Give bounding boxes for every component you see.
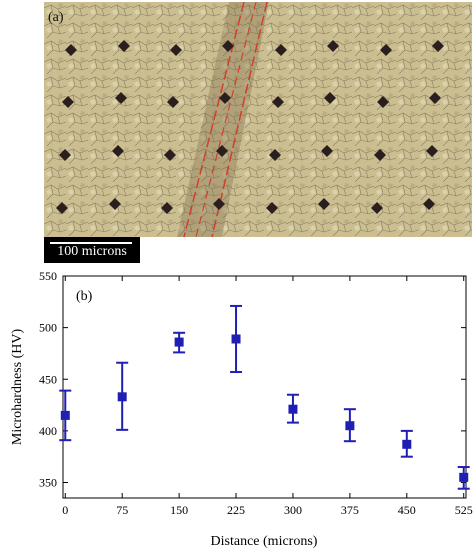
microhardness-chart: (b) 350 400 450 500 550 0 75 150 225 300 375 450 52… bbox=[10, 269, 473, 549]
indent-mark bbox=[213, 198, 225, 210]
indent-mark bbox=[321, 145, 333, 157]
scale-bar-line bbox=[50, 242, 132, 244]
indent-mark bbox=[216, 145, 228, 157]
indent-mark bbox=[327, 40, 339, 52]
data-point bbox=[117, 392, 127, 402]
y-axis-title: Microhardness (HV) bbox=[10, 329, 25, 446]
indent-mark bbox=[371, 202, 383, 214]
x-tick-label: 225 bbox=[227, 503, 245, 517]
indent-mark bbox=[62, 96, 74, 108]
indent-mark bbox=[324, 92, 336, 104]
scale-bar-label: 100 microns bbox=[57, 244, 127, 259]
indent-mark bbox=[118, 40, 130, 52]
indent-mark bbox=[161, 202, 173, 214]
deformation-band bbox=[177, 2, 269, 237]
micrograph-background bbox=[44, 2, 472, 237]
x-tick-label: 450 bbox=[398, 503, 416, 517]
indent-mark bbox=[112, 145, 124, 157]
indent-mark bbox=[109, 198, 121, 210]
x-tick-label: 525 bbox=[455, 503, 473, 517]
panel-a-label: (a) bbox=[48, 10, 64, 25]
indent-mark bbox=[318, 198, 330, 210]
indent-mark bbox=[374, 149, 386, 161]
indent-mark bbox=[59, 149, 71, 161]
indent-mark bbox=[164, 149, 176, 161]
x-tick-label: 0 bbox=[62, 503, 68, 517]
indent-mark bbox=[65, 44, 77, 56]
indent-mark bbox=[222, 40, 234, 52]
data-point bbox=[288, 404, 298, 414]
indent-mark bbox=[170, 44, 182, 56]
data-point bbox=[231, 334, 241, 344]
x-tick-label: 300 bbox=[284, 503, 302, 517]
indent-mark bbox=[426, 145, 438, 157]
y-tick-label: 550 bbox=[39, 269, 57, 283]
x-tick-label: 75 bbox=[116, 503, 128, 517]
indent-mark bbox=[423, 198, 435, 210]
indent-mark bbox=[275, 44, 287, 56]
data-point bbox=[345, 421, 355, 431]
y-tick-label: 400 bbox=[39, 424, 57, 438]
data-point bbox=[402, 439, 412, 449]
indent-mark bbox=[429, 92, 441, 104]
panel-b-label: (b) bbox=[76, 289, 93, 304]
plot-frame bbox=[62, 275, 467, 499]
data-point bbox=[60, 410, 70, 420]
indent-mark bbox=[269, 149, 281, 161]
indent-mark bbox=[380, 44, 392, 56]
x-tick-label: 150 bbox=[170, 503, 188, 517]
data-point bbox=[174, 337, 184, 347]
indent-mark bbox=[219, 92, 231, 104]
micrograph-image bbox=[44, 2, 472, 237]
y-tick-label: 350 bbox=[39, 476, 57, 490]
data-point bbox=[459, 472, 469, 482]
indent-mark bbox=[56, 202, 68, 214]
indent-mark bbox=[115, 92, 127, 104]
x-axis-title: Distance (microns) bbox=[211, 534, 318, 549]
indent-mark bbox=[432, 40, 444, 52]
scale-bar: 100 microns bbox=[44, 237, 140, 263]
indent-mark bbox=[167, 96, 179, 108]
indent-mark bbox=[266, 202, 278, 214]
y-tick-label: 500 bbox=[39, 321, 57, 335]
indent-mark bbox=[377, 96, 389, 108]
x-tick-label: 375 bbox=[341, 503, 359, 517]
indent-mark bbox=[272, 96, 284, 108]
y-tick-label: 450 bbox=[39, 372, 57, 386]
